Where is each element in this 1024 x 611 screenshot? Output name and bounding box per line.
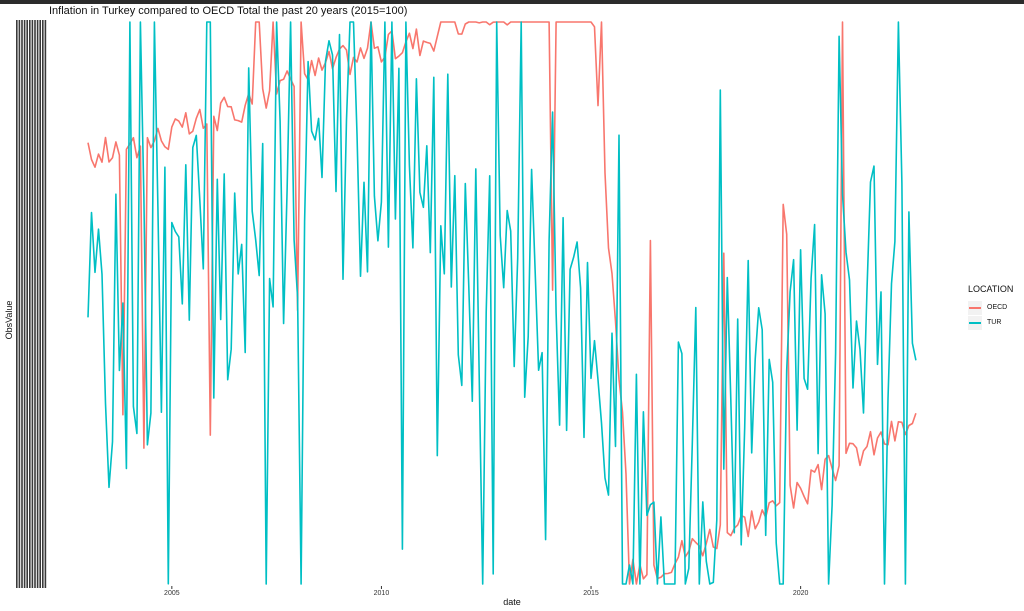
legend: LOCATION OECD TUR xyxy=(968,284,1024,330)
series-line-tur xyxy=(87,21,917,585)
y-tick-label-stack xyxy=(29,20,31,588)
series-line-oecd xyxy=(87,21,917,585)
top-border xyxy=(0,0,1024,4)
x-tick-label-2005: 2005 xyxy=(164,590,180,597)
legend-key-tur xyxy=(968,315,982,330)
x-axis: 2005 2010 2015 2020 xyxy=(164,586,809,597)
legend-title: LOCATION xyxy=(968,284,1014,294)
x-tick-label-2010: 2010 xyxy=(374,590,390,597)
series-tur xyxy=(87,21,917,585)
legend-label-oecd: OECD xyxy=(987,304,1008,311)
series-oecd xyxy=(87,21,917,585)
x-tick-label-2015: 2015 xyxy=(583,590,599,597)
legend-item-oecd: OECD xyxy=(968,300,1024,315)
y-tick-label-stack xyxy=(39,20,41,588)
y-tick-label-stack xyxy=(34,20,36,588)
y-tick-label-stack xyxy=(31,20,34,588)
y-tick-label-stack xyxy=(23,20,26,588)
legend-label-tur: TUR xyxy=(987,319,1002,326)
y-tick-label-stack xyxy=(16,20,18,588)
y-tick-label-stack xyxy=(44,20,47,588)
y-tick-label-stack xyxy=(36,20,39,588)
legend-item-tur: TUR xyxy=(968,315,1024,330)
y-tick-label-stack xyxy=(42,20,44,588)
x-axis-label: date xyxy=(503,597,521,607)
chart-title: Inflation in Turkey compared to OECD Tot… xyxy=(49,5,408,17)
x-tick-label-2020: 2020 xyxy=(793,590,809,597)
y-tick-label-stack xyxy=(26,20,28,588)
y-tick-label-stack xyxy=(21,20,23,588)
y-tick-label-stack xyxy=(18,20,21,588)
y-tick-labels-overplotted xyxy=(16,20,47,588)
legend-key-oecd xyxy=(968,300,982,315)
